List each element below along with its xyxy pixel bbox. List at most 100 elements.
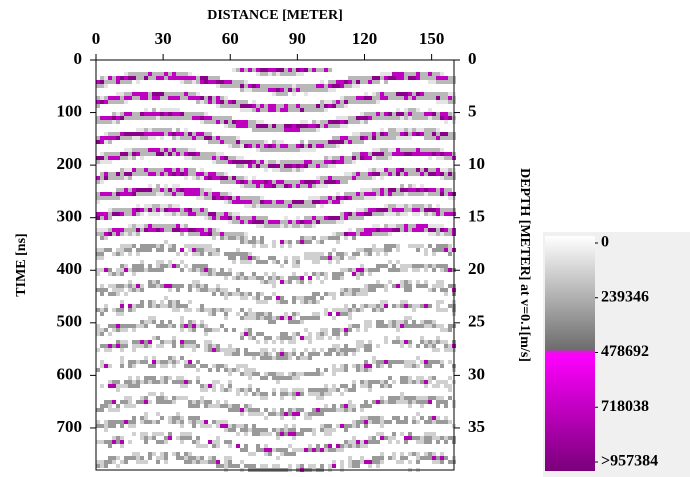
texture-cell: [152, 132, 156, 136]
texture-cell: [360, 120, 364, 124]
texture-cell: [184, 208, 188, 212]
texture-cell: [288, 184, 292, 188]
texture-cell: [300, 104, 304, 108]
texture-cell: [212, 460, 216, 464]
texture-cell: [396, 208, 400, 212]
texture-cell: [240, 156, 244, 160]
texture-cell: [432, 268, 436, 272]
texture-cell: [128, 456, 132, 460]
texture-cell: [352, 140, 356, 144]
texture-cell: [328, 144, 332, 148]
texture-cell: [124, 284, 128, 288]
texture-cell: [248, 388, 252, 392]
texture-cell: [288, 244, 292, 248]
texture-cell: [388, 76, 392, 80]
texture-cell: [156, 440, 160, 444]
texture-cell: [448, 96, 452, 100]
texture-cell: [388, 116, 392, 120]
texture-cell: [124, 168, 128, 172]
texture-cell: [328, 260, 332, 264]
texture-cell: [280, 276, 284, 280]
texture-cell: [276, 224, 280, 228]
texture-cell: [432, 92, 436, 96]
texture-cell: [380, 152, 384, 156]
texture-cell: [428, 324, 432, 328]
texture-cell: [364, 132, 368, 136]
texture-cell: [416, 304, 420, 308]
texture-cell: [244, 364, 248, 368]
texture-cell: [332, 176, 336, 180]
texture-cell: [312, 352, 316, 356]
texture-cell: [168, 260, 172, 264]
texture-cell: [196, 376, 200, 380]
texture-cell: [356, 76, 360, 80]
texture-cell: [416, 212, 420, 216]
texture-cell: [176, 208, 180, 212]
texture-cell: [380, 228, 384, 232]
texture-cell: [416, 244, 420, 248]
texture-cell: [112, 176, 116, 180]
texture-cell: [224, 420, 228, 424]
texture-cell: [216, 160, 220, 164]
texture-cell: [292, 224, 296, 228]
texture-cell: [212, 440, 216, 444]
texture-cell: [204, 196, 208, 200]
texture-cell: [332, 140, 336, 144]
texture-cell: [368, 96, 372, 100]
texture-cell: [336, 348, 340, 352]
texture-cell: [372, 460, 376, 464]
texture-cell: [380, 460, 384, 464]
texture-cell: [188, 460, 192, 464]
texture-cell: [356, 156, 360, 160]
texture-cell: [444, 112, 448, 116]
texture-cell: [180, 188, 184, 192]
texture-cell: [156, 192, 160, 196]
texture-cell: [96, 136, 100, 140]
texture-cell: [152, 392, 156, 396]
texture-cell: [140, 284, 144, 288]
texture-cell: [308, 296, 312, 300]
texture-cell: [384, 76, 388, 80]
texture-cell: [108, 444, 112, 448]
texture-cell: [364, 96, 368, 100]
texture-cell: [336, 252, 340, 256]
texture-cell: [164, 112, 168, 116]
texture-cell: [352, 404, 356, 408]
texture-cell: [448, 192, 452, 196]
texture-cell: [156, 152, 160, 156]
texture-cell: [264, 448, 268, 452]
texture-cell: [208, 460, 212, 464]
texture-cell: [100, 248, 104, 252]
texture-cell: [136, 252, 140, 256]
texture-cell: [212, 348, 216, 352]
texture-cell: [252, 464, 256, 468]
texture-cell: [176, 96, 180, 100]
texture-cell: [256, 204, 260, 208]
texture-cell: [368, 112, 372, 116]
texture-cell: [212, 152, 216, 156]
texture-cell: [256, 104, 260, 108]
texture-cell: [216, 460, 220, 464]
texture-cell: [160, 132, 164, 136]
texture-cell: [420, 228, 424, 232]
texture-cell: [444, 288, 448, 292]
texture-cell: [172, 172, 176, 176]
texture-cell: [328, 312, 332, 316]
texture-cell: [264, 124, 268, 128]
texture-cell: [316, 196, 320, 200]
texture-cell: [280, 376, 284, 380]
texture-cell: [120, 300, 124, 304]
texture-cell: [392, 76, 396, 80]
texture-cell: [160, 320, 164, 324]
texture-cell: [388, 212, 392, 216]
texture-cell: [368, 340, 372, 344]
texture-cell: [440, 324, 444, 328]
texture-cell: [180, 376, 184, 380]
texture-cell: [272, 448, 276, 452]
texture-cell: [104, 120, 108, 124]
texture-cell: [152, 204, 156, 208]
texture-cell: [112, 284, 116, 288]
texture-cell: [216, 328, 220, 332]
texture-cell: [200, 444, 204, 448]
texture-cell: [292, 316, 296, 320]
